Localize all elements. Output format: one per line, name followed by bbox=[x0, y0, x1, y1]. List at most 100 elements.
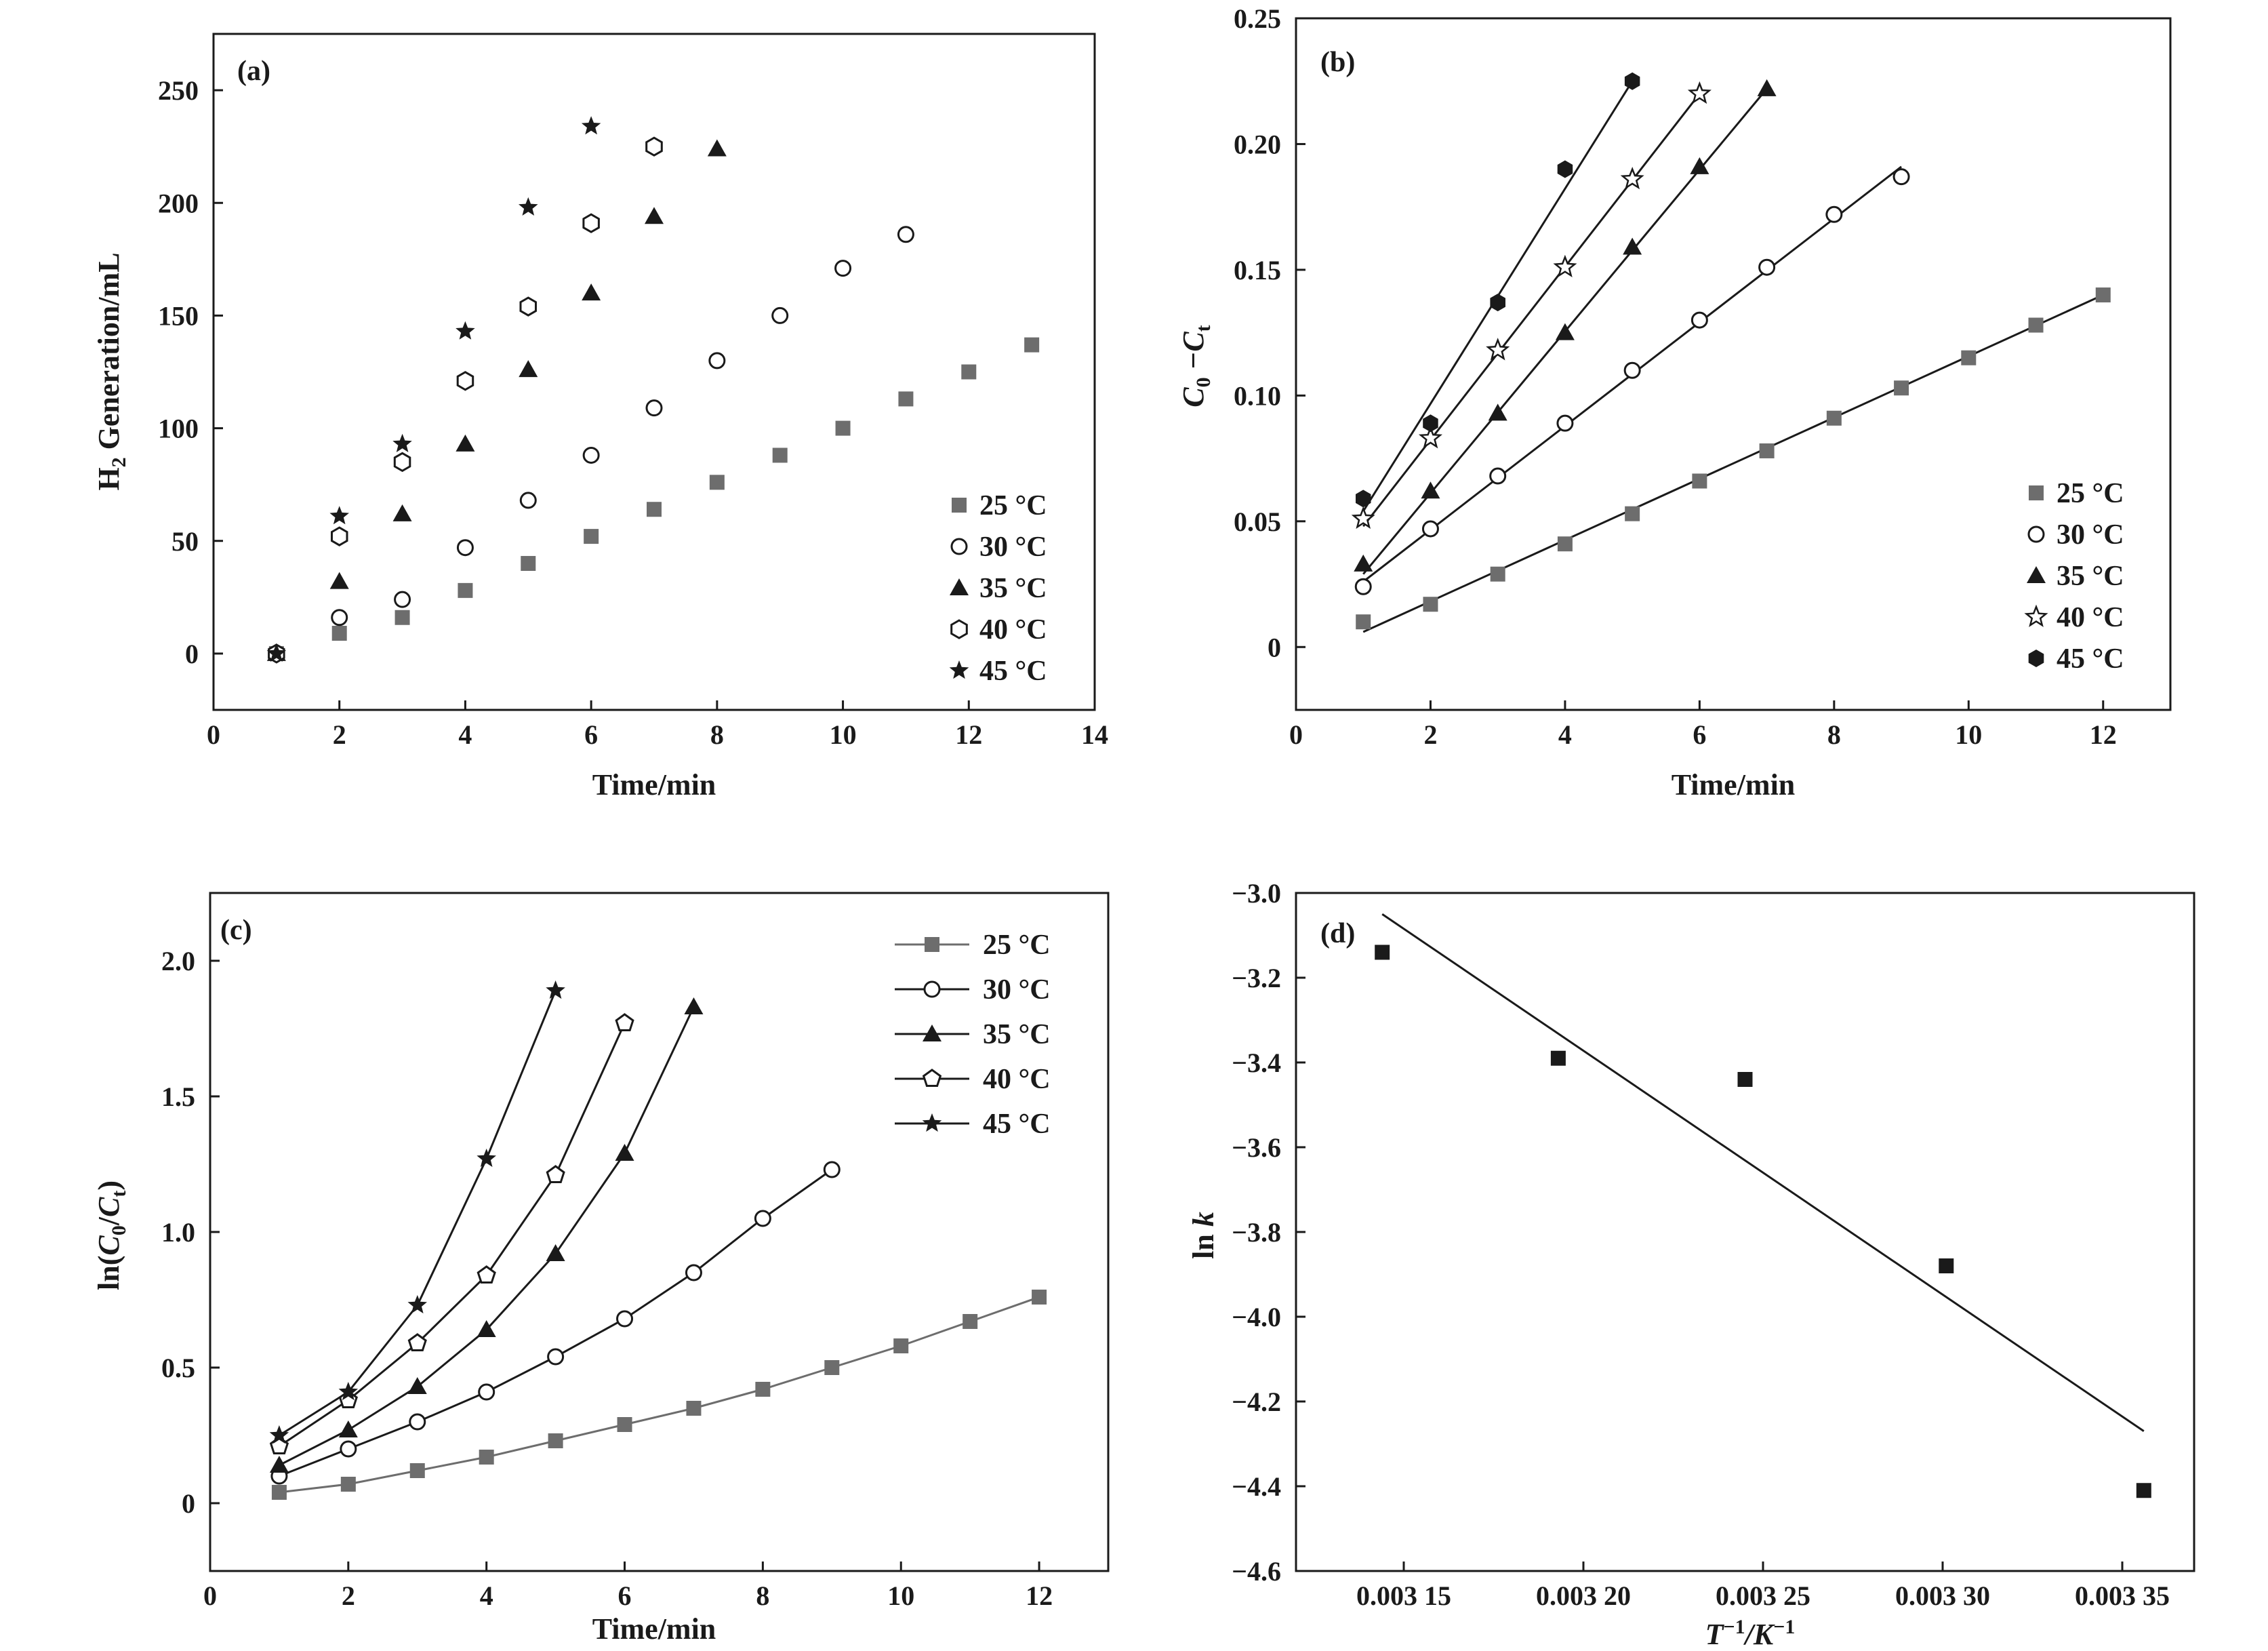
panel-b-ylabel-mid: −C bbox=[1177, 332, 1210, 378]
data-point bbox=[1687, 81, 1712, 104]
data-point bbox=[754, 1210, 771, 1227]
data-point bbox=[685, 1264, 702, 1281]
data-point bbox=[1488, 403, 1507, 421]
data-point bbox=[1939, 1258, 1954, 1273]
x-tick-label: 4 bbox=[1558, 719, 1572, 750]
panel-d-xlabel: T−1/K−1 bbox=[1705, 1616, 1796, 1651]
data-point bbox=[331, 626, 347, 641]
data-point bbox=[1625, 506, 1640, 521]
data-point bbox=[1624, 72, 1640, 90]
data-point bbox=[893, 1338, 909, 1353]
y-tick-label: −3.6 bbox=[1232, 1132, 1281, 1163]
legend-marker bbox=[949, 660, 969, 679]
series-line bbox=[279, 1022, 626, 1448]
data-point bbox=[1826, 410, 1842, 426]
legend-marker bbox=[925, 937, 939, 952]
y-tick-label: 150 bbox=[158, 300, 199, 331]
data-point bbox=[409, 1413, 426, 1431]
data-point bbox=[1024, 337, 1040, 353]
data-point bbox=[615, 1144, 634, 1161]
data-point bbox=[582, 213, 600, 233]
y-tick-label: 50 bbox=[171, 526, 199, 557]
panel-c-marks bbox=[269, 980, 1047, 1500]
data-point bbox=[547, 1348, 565, 1366]
panel-a-xlabel: Time/min bbox=[592, 768, 716, 801]
fit-line bbox=[1362, 294, 2104, 633]
data-point bbox=[708, 352, 726, 370]
data-point bbox=[1557, 536, 1573, 552]
legend-marker bbox=[2027, 525, 2045, 543]
x-tick-label: 0.003 25 bbox=[1716, 1580, 1810, 1611]
x-tick-label: 6 bbox=[618, 1580, 632, 1611]
data-point bbox=[407, 1377, 427, 1394]
data-point bbox=[1032, 1290, 1047, 1305]
data-point bbox=[755, 1382, 771, 1397]
data-point bbox=[393, 452, 411, 473]
data-point bbox=[1490, 294, 1505, 312]
data-point bbox=[772, 447, 788, 463]
data-point bbox=[338, 1420, 358, 1437]
y-tick-label: −4.0 bbox=[1232, 1302, 1281, 1332]
panel-a-ylabel: H2 Generation/mL bbox=[92, 252, 130, 490]
data-point bbox=[1418, 425, 1442, 449]
data-point bbox=[834, 260, 852, 277]
data-point bbox=[2028, 317, 2044, 333]
data-point bbox=[1623, 237, 1642, 255]
panel-a-ylabel-rest: Generation/mL bbox=[92, 252, 125, 457]
data-point bbox=[1556, 414, 1574, 432]
data-point bbox=[1550, 1050, 1566, 1066]
panel-b-marks bbox=[1351, 72, 2111, 633]
data-point bbox=[329, 506, 349, 525]
legend-label: 45 °C bbox=[983, 1109, 1051, 1140]
fit-line bbox=[1362, 93, 1701, 528]
legend-label: 30 °C bbox=[2057, 519, 2124, 551]
data-point bbox=[582, 283, 601, 301]
panel-d-xlabel-mid: /K bbox=[1743, 1618, 1775, 1651]
panel-b-legend: 25 °C 30 °C 35 °C 40 °C 45 °C bbox=[2024, 478, 2124, 675]
legend-label: 25 °C bbox=[2057, 478, 2124, 509]
legend-marker bbox=[952, 498, 967, 513]
series-line bbox=[279, 990, 556, 1437]
panel-b-label: (b) bbox=[1320, 47, 1355, 78]
data-point bbox=[269, 1425, 289, 1444]
data-point bbox=[340, 1477, 356, 1492]
data-point bbox=[684, 997, 704, 1014]
y-tick-label: 200 bbox=[158, 188, 199, 218]
data-point bbox=[477, 1320, 496, 1337]
panel-a-legend: 25 °C 30 °C 35 °C 40 °C 45 °C bbox=[949, 490, 1047, 687]
panel-c-label: (c) bbox=[220, 915, 252, 946]
y-tick-label: 2.0 bbox=[161, 946, 195, 976]
data-point bbox=[546, 1165, 565, 1183]
panel-d-xlabel-sup2: −1 bbox=[1773, 1616, 1795, 1638]
y-tick-label: −3.0 bbox=[1232, 878, 1281, 909]
y-tick-label: 0 bbox=[185, 639, 199, 669]
data-point bbox=[961, 364, 977, 380]
data-point bbox=[392, 504, 412, 521]
x-tick-label: 12 bbox=[1026, 1580, 1053, 1611]
data-point bbox=[1351, 506, 1375, 529]
legend-marker bbox=[2024, 604, 2048, 627]
x-tick-label: 8 bbox=[710, 719, 724, 750]
legend-label: 45 °C bbox=[2057, 643, 2124, 675]
legend-marker bbox=[922, 1069, 942, 1087]
data-point bbox=[479, 1450, 494, 1465]
panel-b-frame bbox=[1295, 17, 2172, 711]
panel-b-ylabel-sub: 0 bbox=[1192, 377, 1215, 387]
data-point bbox=[1354, 554, 1373, 572]
data-point bbox=[645, 136, 663, 157]
data-point bbox=[1737, 1072, 1753, 1087]
panel-c-ylabel-sub: 0 bbox=[108, 1225, 130, 1235]
y-tick-label: 0.5 bbox=[161, 1353, 195, 1383]
panel-c-ylabel-mid: / bbox=[92, 1216, 125, 1226]
x-tick-label: 14 bbox=[1081, 719, 1108, 750]
y-tick-label: 0.10 bbox=[1234, 380, 1281, 411]
data-point bbox=[1825, 205, 1843, 223]
x-tick-label: 0 bbox=[203, 1580, 217, 1611]
legend-marker bbox=[950, 538, 968, 555]
data-point bbox=[407, 1333, 427, 1351]
panel-c-xlabel: Time/min bbox=[592, 1612, 716, 1646]
data-point bbox=[1692, 473, 1707, 489]
legend-label: 40 °C bbox=[2057, 602, 2124, 633]
legend-marker bbox=[922, 1113, 942, 1132]
